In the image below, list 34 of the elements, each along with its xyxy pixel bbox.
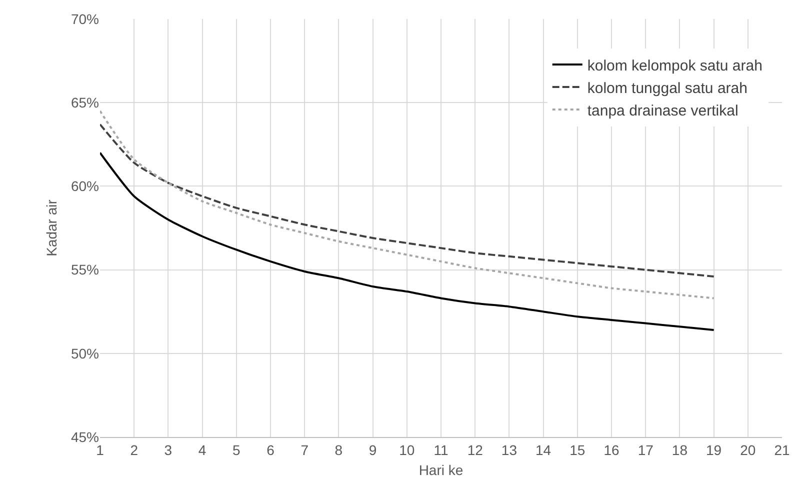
x-tick-label: 10 [399, 442, 415, 458]
x-tick-label: 1 [96, 442, 104, 458]
x-tick-label: 15 [570, 442, 586, 458]
y-tick-label: 55% [70, 262, 99, 278]
x-tick-label: 20 [740, 442, 756, 458]
y-tick-label: 45% [70, 428, 99, 445]
x-tick-label: 16 [604, 442, 620, 458]
y-axis-title: Kadar air [44, 199, 60, 256]
x-tick-label: 19 [706, 442, 722, 458]
x-tick-label: 4 [198, 442, 206, 458]
x-tick-label: 8 [334, 442, 343, 458]
x-tick-label: 3 [164, 442, 172, 458]
x-tick-label: 11 [434, 442, 448, 458]
x-tick-label: 12 [467, 442, 484, 458]
x-tick-label: 13 [501, 442, 518, 458]
x-tick-label: 21 [774, 442, 790, 458]
x-tick-label: 6 [266, 442, 275, 458]
y-tick-label: 60% [70, 178, 99, 194]
x-tick-label: 17 [638, 442, 654, 458]
x-tick-label: 9 [368, 442, 377, 458]
x-tick-label: 18 [672, 442, 688, 458]
x-tick-label: 2 [130, 442, 138, 458]
x-axis-title: Hari ke [418, 462, 464, 478]
x-tick-label: 7 [300, 442, 309, 458]
y-tick-label: 70% [70, 10, 99, 27]
y-tick-label: 50% [70, 345, 99, 362]
y-tick-label: 65% [70, 94, 99, 110]
line-series [100, 123, 715, 278]
legend-label: kolom tunggal satu arah [587, 80, 748, 97]
line-series [100, 152, 715, 331]
legend-label: kolom kelompok satu arah [587, 57, 762, 74]
legend-label: tanpa drainase vertikal [587, 102, 738, 120]
x-tick-label: 14 [536, 442, 552, 458]
x-tick-label: 5 [232, 442, 240, 458]
